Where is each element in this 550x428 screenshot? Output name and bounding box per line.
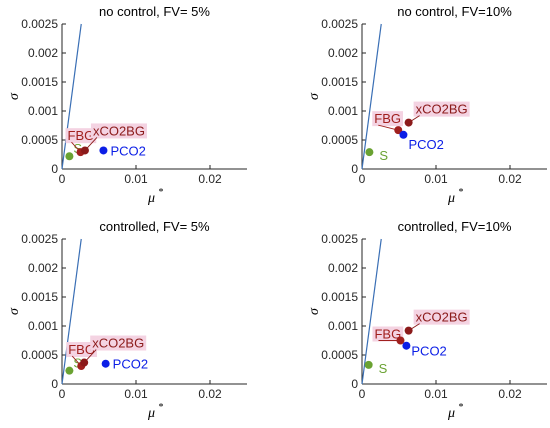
reference-line xyxy=(61,238,82,385)
y-tick-label: 0.0025 xyxy=(21,232,58,246)
point-label-pco2: PCO2 xyxy=(411,344,446,359)
y-axis-label: σ xyxy=(307,92,322,100)
scatter-point-fbg xyxy=(394,126,403,135)
y-tick-label: 0.002 xyxy=(28,261,58,275)
point-label-pco2: PCO2 xyxy=(110,143,145,158)
y-tick-label: 0.001 xyxy=(28,319,58,333)
point-label-background xyxy=(413,309,470,325)
point-label-background xyxy=(372,111,403,127)
x-tick-label: 0.02 xyxy=(498,172,522,186)
x-axis-label-superscript: * xyxy=(159,187,164,198)
scatter-point-pco2 xyxy=(399,130,408,139)
point-label-background xyxy=(372,326,404,342)
chart-panel-1: no control, FV= 5% 0 0.0005 0.001 0.0015 0.00… xyxy=(7,4,247,206)
reference-line xyxy=(61,23,82,170)
x-tick-label: 0 xyxy=(59,387,66,401)
point-label-fbg: FBG xyxy=(68,128,95,143)
y-axis-label: σ xyxy=(7,92,22,100)
point-label-pco2: PCO2 xyxy=(113,357,148,372)
point-label-background xyxy=(65,128,97,144)
chart-title: no control, FV= 5% xyxy=(99,4,210,19)
chart-title: controlled, FV=10% xyxy=(398,219,512,234)
y-tick-label: 0.001 xyxy=(328,104,358,118)
point-label-fbg: FBG xyxy=(374,111,401,126)
point-label-xco2bg: xCO2BG xyxy=(416,310,468,325)
reference-line xyxy=(361,23,382,170)
y-tick-label: 0.001 xyxy=(28,104,58,118)
chart-panel-4: controlled, FV=10% 0 0.0005 0.001 0.0015 0.00… xyxy=(307,219,547,421)
point-label-background xyxy=(90,335,147,351)
y-tick-label: 0.0005 xyxy=(321,348,358,362)
y-tick-label: 0.0015 xyxy=(321,75,358,89)
scatter-point-xco2bg xyxy=(404,118,413,127)
y-axis-label: σ xyxy=(7,307,22,315)
x-axis-label-superscript: * xyxy=(459,402,464,413)
x-axis-label: μ xyxy=(447,406,455,421)
chart-title: controlled, FV= 5% xyxy=(99,219,210,234)
x-tick-label: 0.02 xyxy=(198,387,222,401)
point-label-fbg: FBG xyxy=(374,327,401,342)
scatter-point-xco2bg xyxy=(80,358,89,367)
point-label-background xyxy=(66,342,97,358)
x-tick-label: 0.02 xyxy=(198,172,222,186)
point-label-xco2bg: xCO2BG xyxy=(416,102,468,117)
point-label-xco2bg: xCO2BG xyxy=(93,123,145,138)
point-label-pco2: PCO2 xyxy=(408,137,443,152)
chart-panel-2: no control, FV=10% 0 0.0005 0.001 0.0015 0.00… xyxy=(307,4,547,206)
point-label-background xyxy=(90,123,147,139)
chart-panel-3: controlled, FV= 5% 0 0.0005 0.001 0.0015 0.00… xyxy=(7,219,247,421)
scatter-point-s xyxy=(365,148,374,157)
scatter-point-s xyxy=(364,360,373,369)
scatter-point-s xyxy=(65,152,74,161)
y-tick-label: 0 xyxy=(351,377,358,391)
y-tick-label: 0.002 xyxy=(328,46,358,60)
point-label-xco2bg: xCO2BG xyxy=(92,336,144,351)
y-tick-label: 0.0005 xyxy=(21,348,58,362)
y-tick-label: 0.002 xyxy=(28,46,58,60)
point-label-background xyxy=(413,101,470,117)
scatter-point-pco2 xyxy=(402,341,411,350)
x-tick-label: 0.01 xyxy=(424,172,448,186)
y-tick-label: 0 xyxy=(51,377,58,391)
y-tick-label: 0.0025 xyxy=(21,17,58,31)
x-tick-label: 0 xyxy=(359,172,366,186)
scatter-point-pco2 xyxy=(99,146,108,155)
y-tick-label: 0.001 xyxy=(328,319,358,333)
scatter-point-fbg xyxy=(396,336,405,345)
y-tick-label: 0 xyxy=(351,162,358,176)
point-label-s: S xyxy=(379,148,388,163)
x-tick-label: 0.01 xyxy=(424,387,448,401)
x-axis-label-superscript: * xyxy=(459,187,464,198)
x-tick-label: 0.02 xyxy=(498,387,522,401)
x-tick-label: 0 xyxy=(359,387,366,401)
x-tick-label: 0.01 xyxy=(124,172,148,186)
x-tick-label: 0.01 xyxy=(124,387,148,401)
x-axis-label: μ xyxy=(147,191,155,206)
y-tick-label: 0.0005 xyxy=(21,133,58,147)
y-tick-label: 0.0015 xyxy=(21,75,58,89)
y-tick-label: 0 xyxy=(51,162,58,176)
x-axis-label: μ xyxy=(447,191,455,206)
point-label-s: S xyxy=(379,361,388,376)
x-tick-label: 0 xyxy=(59,172,66,186)
y-tick-label: 0.0025 xyxy=(321,17,358,31)
scatter-point-xco2bg xyxy=(404,326,413,335)
y-tick-label: 0.002 xyxy=(328,261,358,275)
reference-line xyxy=(361,238,382,385)
y-tick-label: 0.0025 xyxy=(321,232,358,246)
y-tick-label: 0.0015 xyxy=(21,290,58,304)
y-axis-label: σ xyxy=(307,307,322,315)
y-tick-label: 0.0005 xyxy=(321,133,358,147)
point-label-fbg: FBG xyxy=(68,342,95,357)
chart-title: no control, FV=10% xyxy=(397,4,512,19)
point-label-s: S xyxy=(73,356,82,371)
y-tick-label: 0.0015 xyxy=(321,290,358,304)
x-axis-label: μ xyxy=(147,406,155,421)
x-axis-label-superscript: * xyxy=(159,402,164,413)
scatter-point-pco2 xyxy=(101,359,110,368)
scatter-point-xco2bg xyxy=(80,146,89,155)
scatter-point-s xyxy=(65,366,74,375)
